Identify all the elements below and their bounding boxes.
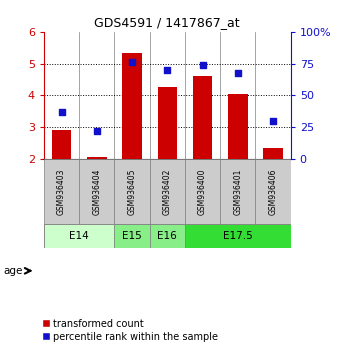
- Bar: [185, 224, 291, 248]
- Bar: [44, 224, 115, 248]
- Bar: [150, 159, 185, 224]
- Bar: [193, 76, 212, 159]
- Bar: [87, 157, 106, 159]
- Bar: [220, 159, 256, 224]
- Text: E15: E15: [122, 231, 142, 241]
- Legend: transformed count, percentile rank within the sample: transformed count, percentile rank withi…: [39, 315, 222, 346]
- Bar: [228, 94, 247, 159]
- Point: [59, 109, 64, 115]
- Text: GSM936403: GSM936403: [57, 168, 66, 215]
- Bar: [52, 130, 71, 159]
- Bar: [256, 159, 291, 224]
- Text: GSM936400: GSM936400: [198, 168, 207, 215]
- Point: [129, 59, 135, 65]
- Point: [200, 62, 205, 68]
- Bar: [158, 87, 177, 159]
- Text: GSM936402: GSM936402: [163, 169, 172, 215]
- Title: GDS4591 / 1417867_at: GDS4591 / 1417867_at: [95, 16, 240, 29]
- Point: [270, 118, 276, 124]
- Bar: [150, 224, 185, 248]
- Bar: [44, 159, 79, 224]
- Bar: [122, 52, 142, 159]
- Text: E14: E14: [69, 231, 89, 241]
- Text: E17.5: E17.5: [223, 231, 253, 241]
- Point: [94, 128, 99, 134]
- Text: E16: E16: [158, 231, 177, 241]
- Bar: [115, 159, 150, 224]
- Point: [165, 67, 170, 73]
- Text: GSM936404: GSM936404: [92, 168, 101, 215]
- Text: age: age: [3, 266, 23, 276]
- Bar: [185, 159, 220, 224]
- Text: GSM936406: GSM936406: [269, 168, 277, 215]
- Bar: [115, 224, 150, 248]
- Text: GSM936401: GSM936401: [233, 169, 242, 215]
- Bar: [79, 159, 115, 224]
- Point: [235, 70, 241, 75]
- Bar: [263, 148, 283, 159]
- Text: GSM936405: GSM936405: [127, 168, 137, 215]
